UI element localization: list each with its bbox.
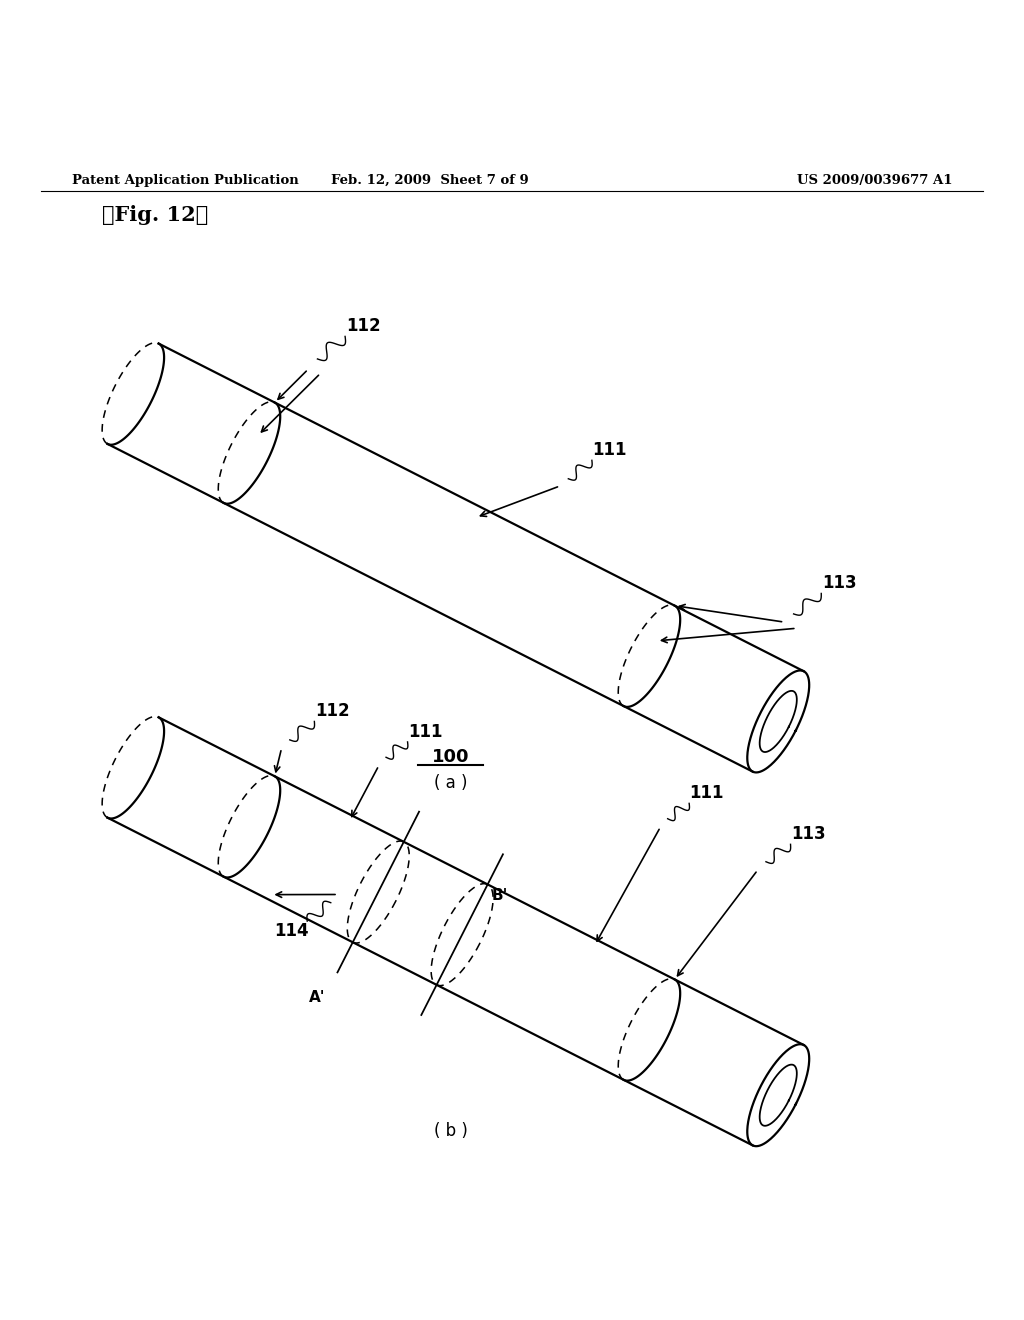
Text: ( a ): ( a ) [434, 774, 467, 792]
Text: US 2009/0039677 A1: US 2009/0039677 A1 [797, 174, 952, 187]
Text: 114: 114 [274, 923, 309, 940]
Text: 【Fig. 12】: 【Fig. 12】 [102, 205, 209, 224]
Text: Patent Application Publication: Patent Application Publication [72, 174, 298, 187]
Text: Feb. 12, 2009  Sheet 7 of 9: Feb. 12, 2009 Sheet 7 of 9 [331, 174, 529, 187]
Text: 112: 112 [315, 702, 350, 721]
Text: 100: 100 [432, 748, 469, 767]
Text: 113: 113 [792, 825, 826, 843]
Text: B': B' [492, 887, 508, 903]
Text: A': A' [308, 990, 326, 1006]
Text: 111: 111 [689, 784, 724, 803]
Text: 112: 112 [346, 317, 381, 335]
Text: 111: 111 [408, 722, 442, 741]
Text: ( b ): ( b ) [433, 1122, 468, 1140]
Text: 111: 111 [592, 441, 627, 459]
Text: 113: 113 [822, 574, 857, 593]
